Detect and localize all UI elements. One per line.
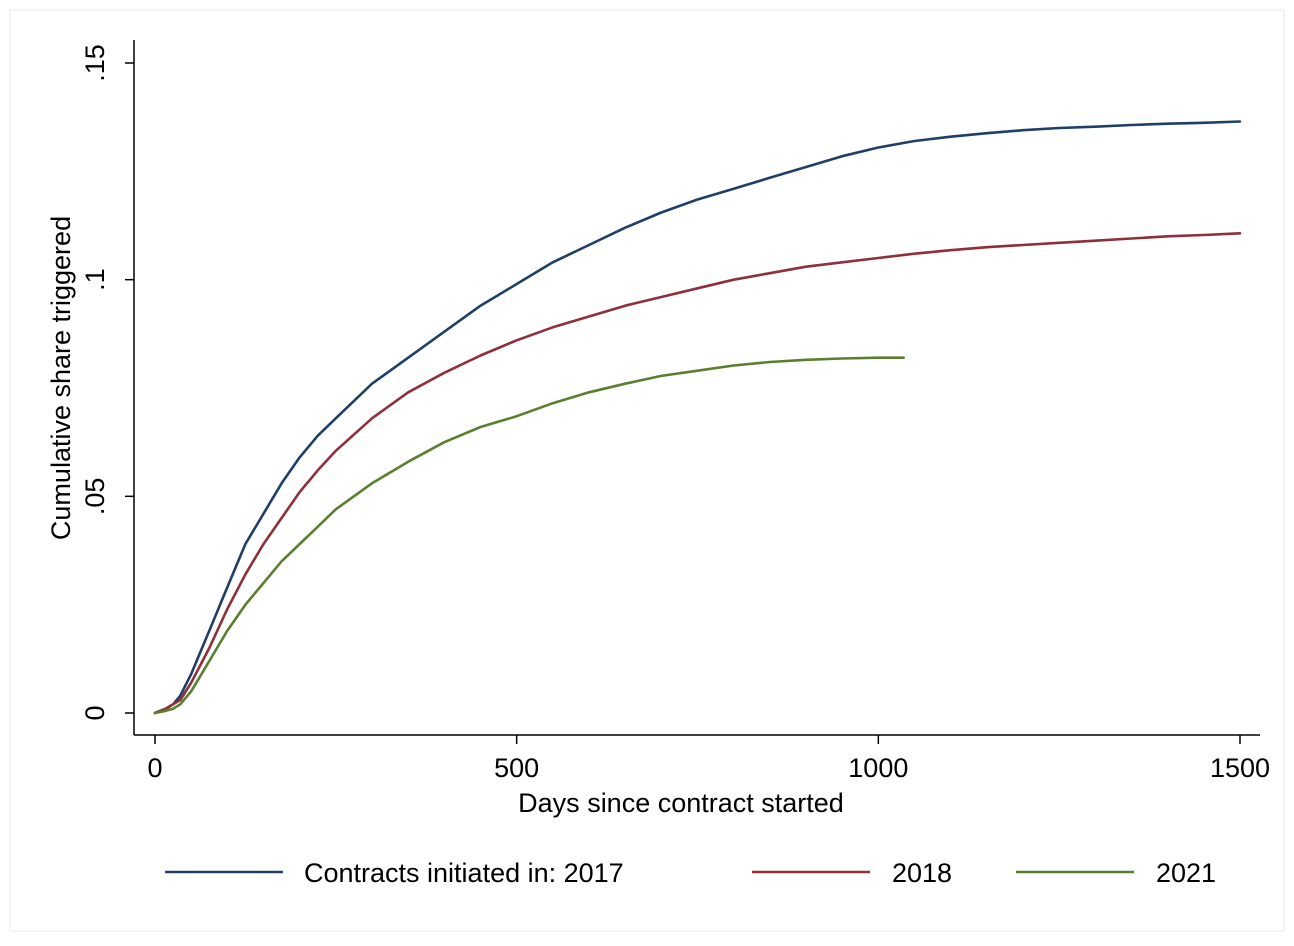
y-axis-ticks: 0 .05 .1 .15 (80, 44, 134, 721)
series-line-2 (153, 232, 1242, 715)
chart-border (9, 9, 1285, 932)
x-axis-ticks: 0 500 1000 1500 (147, 735, 1270, 783)
x-axis-title: Days since contract started (518, 788, 844, 818)
y-tick-label: .15 (80, 44, 110, 82)
y-axis-title: Cumulative share triggered (46, 216, 76, 540)
series-layer (153, 120, 1242, 715)
series-line-3 (153, 356, 905, 715)
legend-label-1: Contracts initiated in: 2017 (304, 858, 624, 888)
y-tick-label: .05 (80, 478, 110, 516)
x-tick-label: 1000 (848, 753, 908, 783)
y-tick-label: .1 (80, 268, 110, 291)
x-tick-label: 1500 (1210, 753, 1270, 783)
x-tick-label: 500 (494, 753, 539, 783)
legend-label-3: 2021 (1156, 858, 1216, 888)
x-tick-label: 0 (147, 753, 162, 783)
legend: Contracts initiated in: 2017 2018 2021 (165, 858, 1216, 888)
legend-label-2: 2018 (892, 858, 952, 888)
series-line-1 (153, 120, 1242, 715)
y-tick-label: 0 (80, 705, 110, 720)
